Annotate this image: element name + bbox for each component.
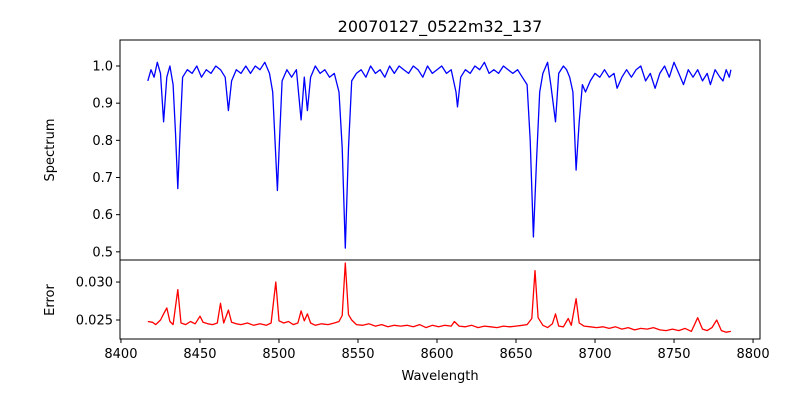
spectrum-ytick-label: 1.0 [92,60,113,75]
xtick-label: 8550 [341,347,374,362]
error-axes-frame [119,259,761,340]
xtick-label: 8450 [183,347,216,362]
xtick-label: 8750 [657,347,690,362]
spectrum-ytick-label: 0.9 [92,97,113,112]
error-ytick-label: 0.030 [76,276,113,291]
spectrum-panel: 0.5 0.6 0.7 0.8 0.9 1.0 [92,39,761,261]
xtick-label: 8650 [499,347,532,362]
xtick-label: 8500 [262,347,295,362]
chart-title: 20070127_0522m32_137 [338,17,543,37]
spectrum-ytick-label: 0.8 [92,134,113,149]
x-axis-label: Wavelength [401,369,478,384]
xtick-label: 8400 [104,347,137,362]
spectrum-ytick-label: 0.6 [92,208,113,223]
error-ylabel: Error [43,284,58,316]
xtick-label: 8700 [578,347,611,362]
xtick-label: 8800 [737,347,770,362]
spectrum-ylabel: Spectrum [43,119,58,182]
spectrum-series-line [147,61,732,249]
spectrum-axes-frame [119,39,761,261]
spectrum-ytick-label: 0.5 [92,245,113,260]
xtick-label: 8600 [420,347,453,362]
error-series-line [147,262,732,333]
spectrum-ytick-label: 0.7 [92,171,113,186]
error-ytick-label: 0.025 [76,314,113,329]
error-panel: 0.025 0.030 8400 8450 8500 8550 8600 8650 8700 87… [76,259,770,362]
